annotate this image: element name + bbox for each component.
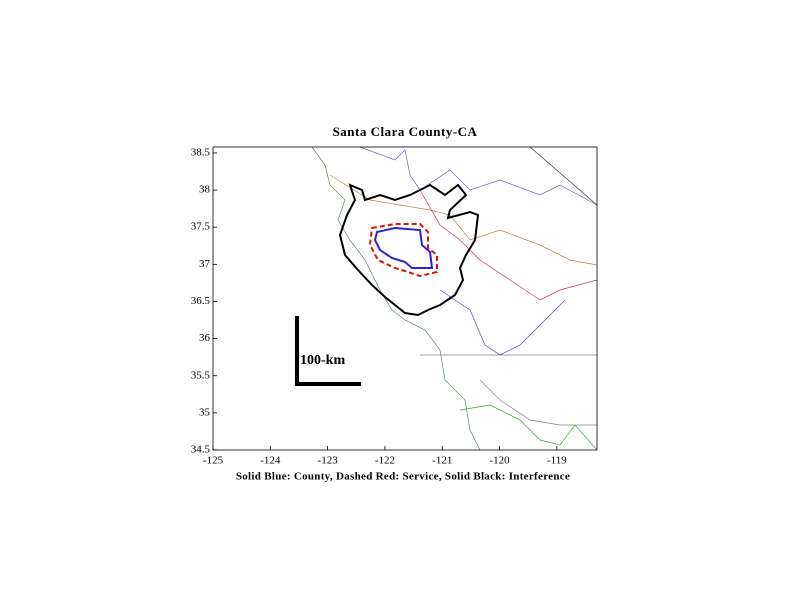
x-tick-label: -122: [375, 455, 395, 467]
x-tick-label: -125: [203, 455, 224, 467]
x-tick-label: -123: [318, 455, 339, 467]
y-tick-label: 35.5: [191, 369, 211, 381]
county-boundary: [373, 226, 434, 269]
plot-frame: [212, 146, 598, 451]
y-tick-label: 35: [199, 406, 211, 418]
y-tick-label: 36: [199, 332, 211, 344]
x-axis-label: Solid Blue: County, Dashed Red: Service,…: [236, 471, 570, 483]
y-tick-label: 36.5: [191, 295, 211, 307]
chart-title: Santa Clara County-CA: [333, 124, 478, 139]
scale-label: 100-km: [300, 353, 345, 368]
map-layers: [311, 146, 598, 451]
y-tick-label: 37.5: [191, 221, 211, 233]
y-tick-label: 37: [199, 258, 211, 270]
x-tick-label: -121: [432, 455, 452, 467]
y-tick-label: 38.5: [191, 146, 211, 158]
scale-bar: [295, 316, 361, 386]
interference-contour: [338, 183, 480, 317]
x-tick-label: -119: [547, 455, 567, 467]
y-tick-label: 34.5: [191, 444, 211, 456]
service-contour: [368, 223, 438, 278]
x-tick-label: -120: [489, 455, 510, 467]
x-tick-label: -124: [260, 455, 281, 467]
y-tick-label: 38: [199, 184, 211, 196]
